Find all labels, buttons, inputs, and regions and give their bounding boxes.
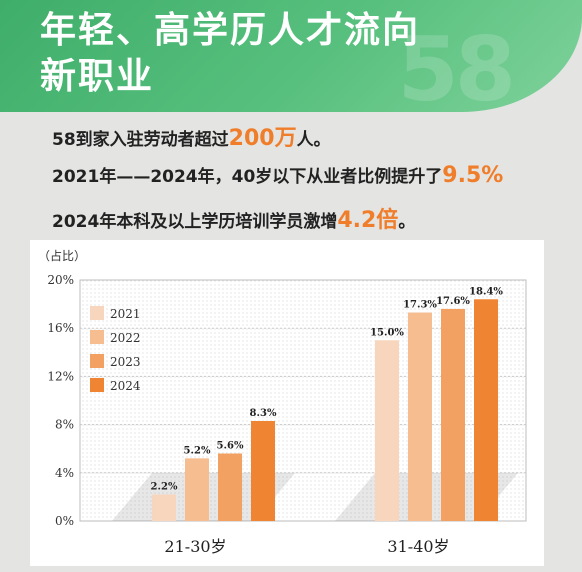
y-tick-label: 12%	[47, 369, 74, 383]
bar-value-label: 15.0%	[370, 327, 404, 338]
y-tick-label: 0%	[55, 514, 74, 528]
bar-value-label: 17.6%	[436, 296, 470, 307]
fact-text: 58到家入驻劳动者超过	[52, 130, 229, 150]
fact-item: 2021年——2024年，40岁以下从业者比例提升了9.5%	[52, 162, 503, 188]
chart-card: （占比） 0% 4% 8% 12% 16% 20% 2.2% 5.2% 5.6% 8.3% 21-30…	[30, 240, 544, 566]
bar-value-label: 8.3%	[250, 408, 277, 419]
title-line-2: 新职业	[40, 56, 155, 97]
y-tick-label: 20%	[47, 273, 74, 287]
legend-swatch	[90, 354, 104, 368]
fact-highlight: 200万	[228, 126, 297, 151]
bar	[185, 458, 209, 521]
fact-text: 人。	[296, 130, 331, 150]
fact-text: 。	[398, 212, 416, 232]
legend-label: 2022	[110, 331, 141, 345]
bar	[474, 299, 498, 521]
bar-value-label: 18.4%	[469, 286, 503, 297]
page-title: 年轻、高学历人才流向 新职业	[40, 8, 460, 100]
title-line-1: 年轻、高学历人才流向	[40, 10, 421, 51]
fact-text: 2021年——2024年，40岁以下从业者比例提升了	[52, 167, 443, 187]
y-tick-label: 16%	[47, 321, 74, 335]
bar-value-label: 2.2%	[151, 481, 178, 492]
fact-item: 58到家入驻劳动者超过200万人。	[52, 120, 331, 152]
y-axis-unit-label: （占比）	[38, 248, 86, 263]
x-category-label: 31-40岁	[387, 537, 449, 556]
legend-swatch	[90, 330, 104, 344]
bar	[375, 340, 399, 521]
fact-highlight: 9.5%	[442, 163, 504, 188]
y-tick-label: 8%	[55, 418, 74, 432]
bar	[152, 494, 176, 521]
bar-value-label: 5.6%	[217, 441, 244, 452]
header-banner: 58 年轻、高学历人才流向 新职业	[0, 0, 582, 112]
legend-label: 2023	[110, 355, 141, 369]
fact-highlight: 4.2倍	[337, 208, 399, 233]
legend-label: 2024	[110, 379, 141, 393]
x-category-label: 21-30岁	[164, 537, 226, 556]
legend-swatch	[90, 306, 104, 320]
bar	[441, 308, 465, 521]
fact-item: 2024年本科及以上学历培训学员激增4.2倍。	[52, 202, 415, 234]
bar	[218, 453, 242, 521]
legend-label: 2021	[110, 307, 141, 321]
bar	[408, 312, 432, 521]
logo-watermark: 58	[397, 18, 516, 112]
fact-text: 2024年本科及以上学历培训学员激增	[52, 212, 338, 232]
bar-chart: （占比） 0% 4% 8% 12% 16% 20% 2.2% 5.2% 5.6% 8.3% 21-30…	[38, 248, 527, 556]
bar-value-label: 17.3%	[403, 300, 437, 311]
bar	[251, 420, 275, 521]
y-tick-label: 4%	[55, 466, 74, 480]
legend-swatch	[90, 378, 104, 392]
bar-value-label: 5.2%	[184, 445, 211, 456]
